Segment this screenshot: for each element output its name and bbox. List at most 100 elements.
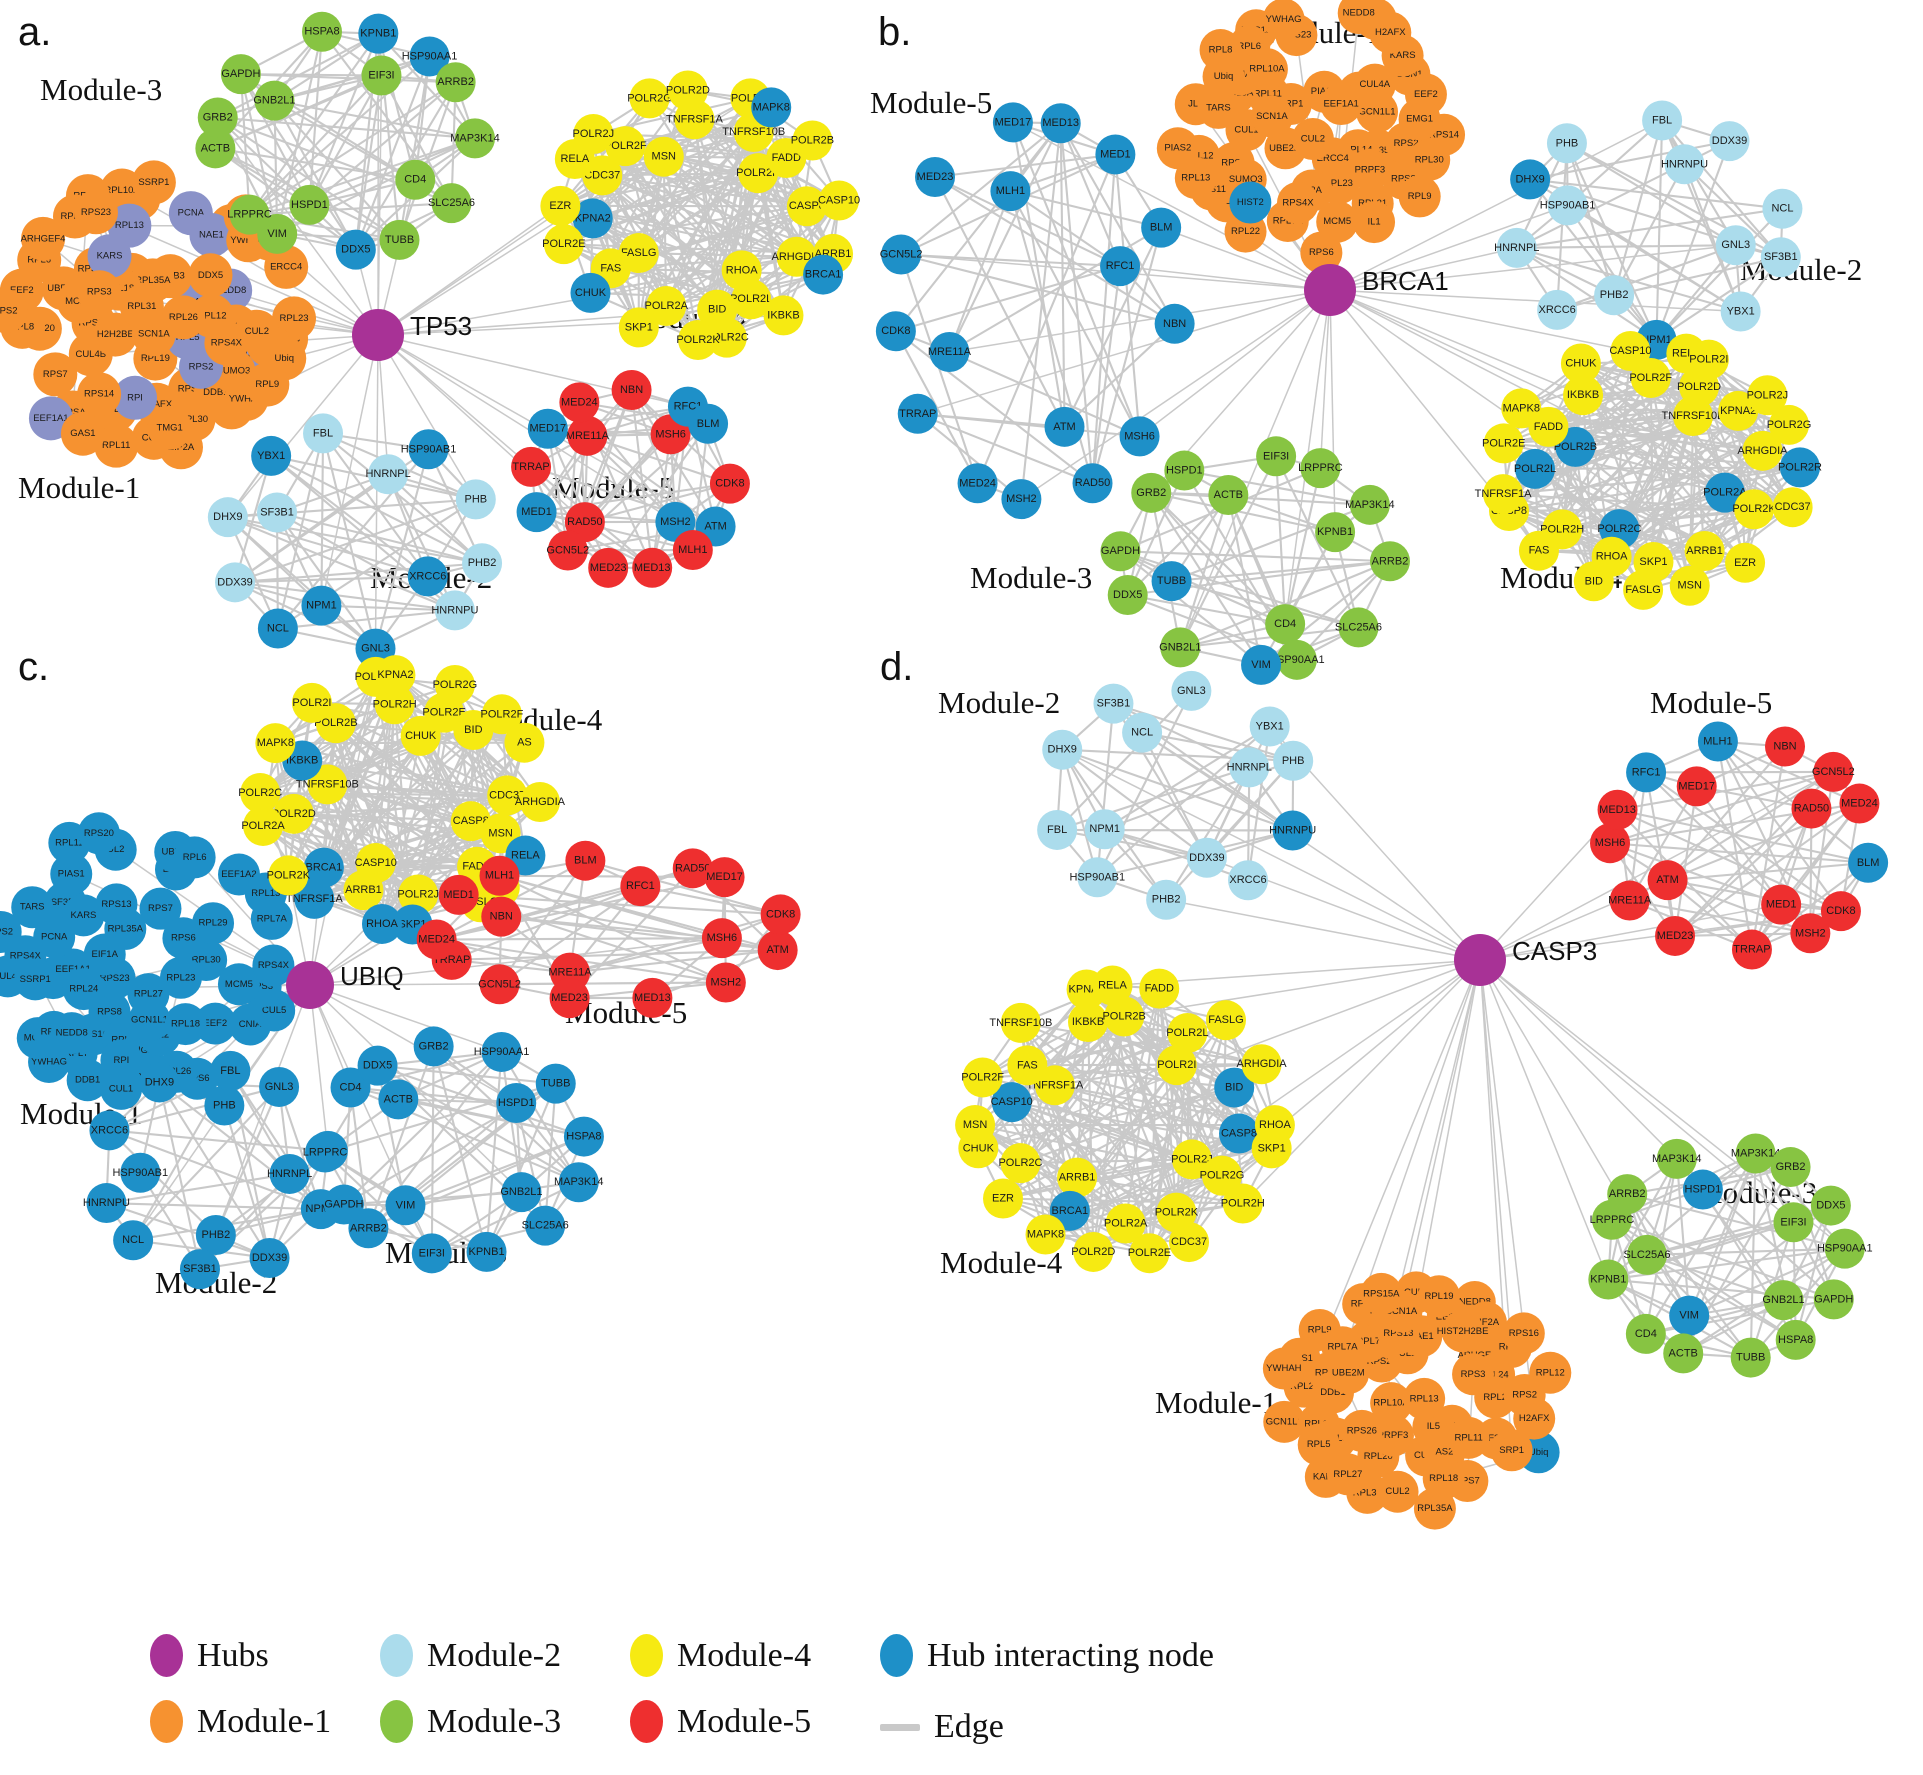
network-node[interactable]: BLM — [688, 403, 729, 444]
node-circle[interactable] — [487, 775, 528, 816]
node-circle[interactable] — [731, 279, 772, 320]
network-node[interactable]: NBN — [1765, 726, 1806, 767]
network-node[interactable]: MCM5 — [1316, 200, 1359, 243]
node-circle[interactable] — [1398, 175, 1441, 218]
node-circle[interactable] — [540, 185, 581, 226]
node-circle[interactable] — [352, 309, 404, 361]
network-node[interactable]: DDX39 — [249, 1238, 290, 1279]
node-circle[interactable] — [159, 956, 202, 999]
network-node[interactable]: POLR2L — [730, 279, 772, 320]
network-node[interactable]: MSN — [643, 136, 684, 177]
node-circle[interactable] — [1761, 884, 1802, 925]
node-circle[interactable] — [1501, 388, 1542, 429]
node-circle[interactable] — [249, 1238, 290, 1279]
network-node[interactable]: GNB2L1 — [253, 80, 296, 121]
node-circle[interactable] — [1490, 1429, 1533, 1472]
network-node[interactable]: RPS26 — [1340, 1409, 1383, 1452]
network-node[interactable]: RPL6 — [173, 836, 216, 879]
network-node[interactable]: YWHAH — [1262, 1347, 1305, 1390]
network-node[interactable]: CD4 — [1625, 1313, 1666, 1354]
node-circle[interactable] — [709, 463, 750, 504]
network-node[interactable]: POLR2J — [397, 874, 439, 915]
node-circle[interactable] — [1422, 1457, 1465, 1500]
network-node[interactable]: RPL12 — [1529, 1351, 1572, 1394]
node-circle[interactable] — [1810, 1185, 1851, 1226]
node-circle[interactable] — [14, 958, 57, 1001]
node-circle[interactable] — [1791, 788, 1832, 829]
node-circle[interactable] — [1441, 1310, 1484, 1353]
network-node[interactable]: YWHAG — [1262, 0, 1305, 41]
node-circle[interactable] — [1167, 1013, 1208, 1054]
network-node[interactable]: KARS — [87, 234, 132, 279]
node-circle[interactable] — [1095, 134, 1136, 175]
network-node[interactable]: MSN — [1669, 565, 1710, 606]
network-node[interactable]: RPL11 — [94, 423, 139, 468]
network-node[interactable]: SF3B1 — [1093, 683, 1134, 724]
network-node[interactable]: FAS — [1518, 530, 1559, 571]
network-node[interactable]: BRCA1 — [803, 254, 844, 295]
node-circle[interactable] — [1228, 860, 1269, 901]
network-node[interactable]: RPS13 — [95, 883, 138, 926]
node-circle[interactable] — [95, 883, 138, 926]
node-circle[interactable] — [688, 403, 729, 444]
network-node[interactable]: RPL13 — [1174, 157, 1217, 200]
network-node[interactable]: BLM — [1848, 842, 1889, 883]
node-circle[interactable] — [983, 1178, 1024, 1219]
network-node[interactable]: RPS3 — [77, 270, 122, 315]
network-node[interactable]: YBX1 — [1249, 706, 1290, 747]
node-circle[interactable] — [511, 446, 552, 487]
network-node[interactable]: MSH2 — [705, 962, 746, 1003]
network-node[interactable]: FAS — [1007, 1045, 1048, 1086]
network-node[interactable]: NEDD8 — [50, 1012, 93, 1055]
node-circle[interactable] — [1715, 225, 1756, 266]
node-circle[interactable] — [294, 878, 335, 919]
node-circle[interactable] — [330, 1067, 371, 1108]
node-circle[interactable] — [543, 224, 584, 265]
network-node[interactable]: CUL2 — [1376, 1470, 1419, 1513]
network-node[interactable]: TNFRSF10B — [296, 764, 359, 805]
node-circle[interactable] — [1824, 1228, 1865, 1269]
node-circle[interactable] — [204, 1085, 245, 1126]
node-circle[interactable] — [1770, 1147, 1811, 1188]
network-node[interactable]: TNFRSF1A — [1026, 1065, 1084, 1106]
network-node[interactable]: BID — [1573, 561, 1614, 602]
network-node[interactable]: EZR — [1725, 542, 1766, 583]
network-node[interactable]: H2AFX — [1513, 1397, 1556, 1440]
node-circle[interactable] — [516, 492, 557, 533]
node-circle[interactable] — [1725, 542, 1766, 583]
node-circle[interactable] — [83, 933, 126, 976]
node-circle[interactable] — [1676, 766, 1717, 807]
node-circle[interactable] — [33, 352, 78, 397]
network-node[interactable]: POLR2K — [1732, 489, 1776, 530]
node-circle[interactable] — [1560, 343, 1601, 384]
node-circle[interactable] — [1201, 1155, 1242, 1196]
node-circle[interactable] — [1848, 842, 1889, 883]
node-circle[interactable] — [164, 1003, 207, 1046]
network-node[interactable]: TPS2 — [0, 289, 28, 334]
node-circle[interactable] — [1483, 423, 1524, 464]
node-circle[interactable] — [1452, 1353, 1495, 1396]
node-circle[interactable] — [1353, 201, 1396, 244]
node-circle[interactable] — [1483, 474, 1524, 515]
network-node[interactable]: PIAS1 — [50, 853, 93, 896]
network-node[interactable]: RPL23 — [159, 956, 202, 999]
network-node[interactable]: RFC1 — [1100, 246, 1141, 287]
node-circle[interactable] — [897, 393, 938, 434]
network-node[interactable]: SLC25A6 — [522, 1205, 569, 1246]
node-circle[interactable] — [33, 916, 76, 959]
node-circle[interactable] — [1262, 1347, 1305, 1390]
node-circle[interactable] — [1769, 404, 1810, 445]
node-circle[interactable] — [1813, 1279, 1854, 1320]
network-node[interactable]: IKBKB — [1068, 1001, 1109, 1042]
node-circle[interactable] — [100, 1067, 143, 1110]
node-circle[interactable] — [1171, 670, 1212, 711]
node-circle[interactable] — [1547, 185, 1588, 226]
network-node[interactable]: TRRAP — [511, 446, 552, 487]
network-node[interactable]: MED17 — [704, 857, 745, 898]
node-circle[interactable] — [567, 415, 608, 456]
node-circle[interactable] — [1229, 747, 1270, 788]
node-circle[interactable] — [1709, 121, 1750, 162]
network-node[interactable]: NCL — [113, 1220, 154, 1261]
network-node[interactable]: GNB2L1 — [1762, 1280, 1805, 1321]
node-circle[interactable] — [94, 423, 139, 468]
